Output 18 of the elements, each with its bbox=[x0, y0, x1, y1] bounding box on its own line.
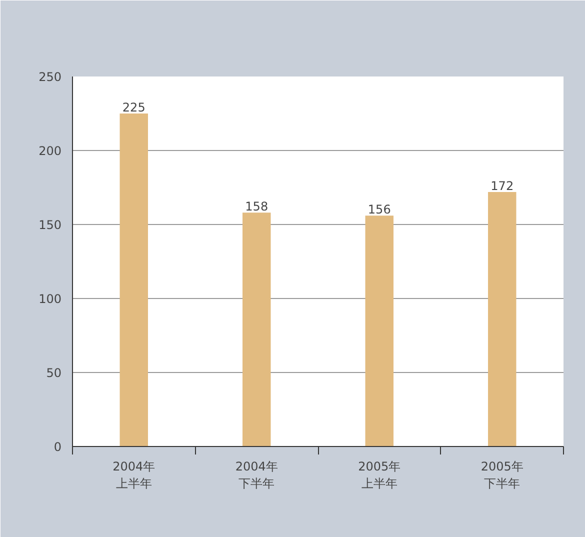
data-label: 225 bbox=[122, 100, 146, 114]
x-tick-label: 2004年上半年 bbox=[112, 460, 156, 490]
y-tick-label: 100 bbox=[38, 292, 62, 306]
data-label: 158 bbox=[245, 200, 268, 214]
y-tick-label: 150 bbox=[38, 218, 62, 232]
y-tick-label: 0 bbox=[54, 440, 62, 454]
bar bbox=[365, 216, 394, 446]
x-tick-label: 2005年上半年 bbox=[358, 460, 401, 490]
x-tick-label: 2004年下半年 bbox=[235, 460, 278, 490]
data-label: 172 bbox=[490, 178, 514, 193]
bar bbox=[488, 192, 516, 446]
y-tick-label: 250 bbox=[38, 70, 62, 84]
data-label: 156 bbox=[368, 202, 391, 217]
bar bbox=[242, 212, 271, 446]
y-tick-label: 50 bbox=[46, 366, 62, 380]
x-tick-label: 2005年下半年 bbox=[480, 460, 524, 490]
bar bbox=[120, 114, 148, 446]
y-tick-label: 200 bbox=[38, 144, 62, 158]
